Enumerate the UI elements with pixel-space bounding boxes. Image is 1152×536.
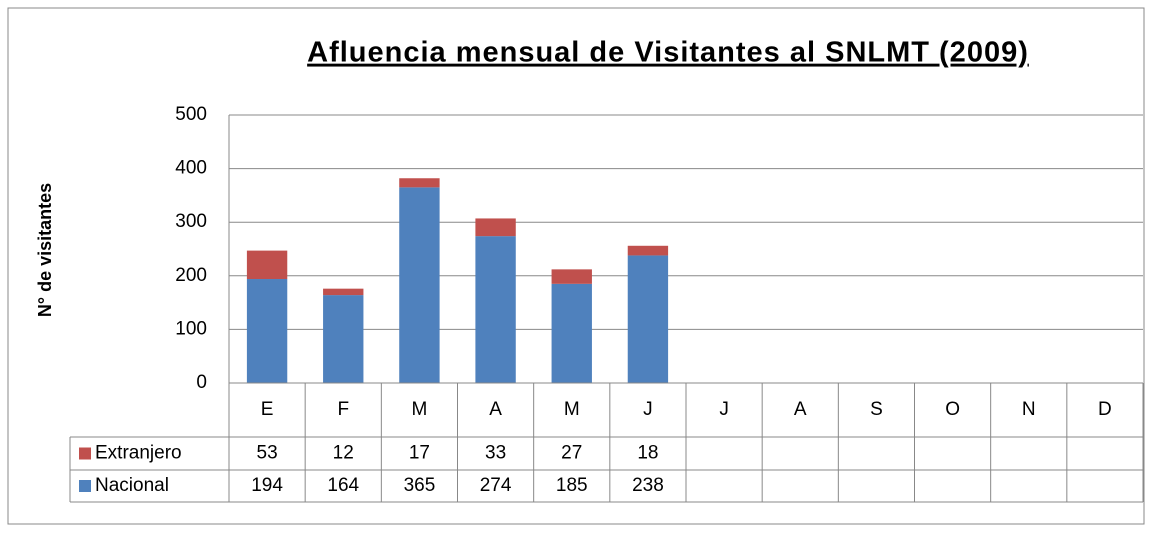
data-table-value: 18: [637, 443, 658, 464]
bar: [323, 288, 364, 296]
bar: [246, 279, 288, 383]
data-table-value: 164: [327, 475, 359, 496]
x-tick-label: M: [412, 399, 428, 420]
bar: [475, 218, 516, 237]
bar: [399, 178, 440, 188]
data-table-value: 53: [257, 443, 278, 464]
legend-label: Extranjero: [95, 443, 182, 464]
bar: [551, 283, 592, 383]
x-tick-label: J: [719, 399, 729, 420]
x-tick-label: E: [261, 399, 274, 420]
data-table-value: 17: [409, 443, 430, 464]
x-tick-label: O: [945, 399, 960, 420]
chart-title: Afluencia mensual de Visitantes al SNLMT…: [307, 37, 1029, 69]
y-tick-label: 0: [196, 372, 207, 393]
legend-label: Nacional: [95, 475, 169, 496]
y-tick-label: 100: [175, 318, 207, 339]
bar: [475, 236, 516, 383]
data-table-value: 12: [333, 443, 354, 464]
chart-border: [7, 7, 1145, 525]
legend-swatch: [79, 480, 91, 492]
bar: [627, 255, 669, 383]
x-tick-label: A: [794, 399, 807, 420]
legend-swatch: [79, 447, 91, 460]
data-table-value: 194: [251, 475, 283, 496]
y-axis-label: N° de visitantes: [35, 183, 55, 317]
data-table-value: 238: [632, 475, 664, 496]
y-tick-label: 400: [175, 158, 207, 179]
x-tick-label: A: [489, 399, 502, 420]
bar: [627, 245, 669, 256]
x-tick-label: M: [564, 399, 580, 420]
data-table-value: 33: [485, 443, 506, 464]
y-tick-label: 500: [175, 104, 207, 125]
data-table-value: 27: [561, 443, 582, 464]
data-table-value: 185: [556, 475, 588, 496]
x-tick-label: F: [337, 399, 349, 420]
bar: [551, 269, 592, 284]
bar: [246, 250, 288, 280]
data-table-value: 274: [480, 475, 512, 496]
y-tick-label: 200: [175, 265, 207, 286]
x-tick-label: D: [1098, 399, 1112, 420]
x-tick-label: J: [643, 399, 653, 420]
bar: [399, 187, 440, 383]
x-tick-label: N: [1022, 399, 1036, 420]
y-tick-label: 300: [175, 211, 207, 232]
bar: [323, 295, 364, 383]
x-tick-label: S: [870, 399, 883, 420]
data-table-value: 365: [404, 475, 436, 496]
